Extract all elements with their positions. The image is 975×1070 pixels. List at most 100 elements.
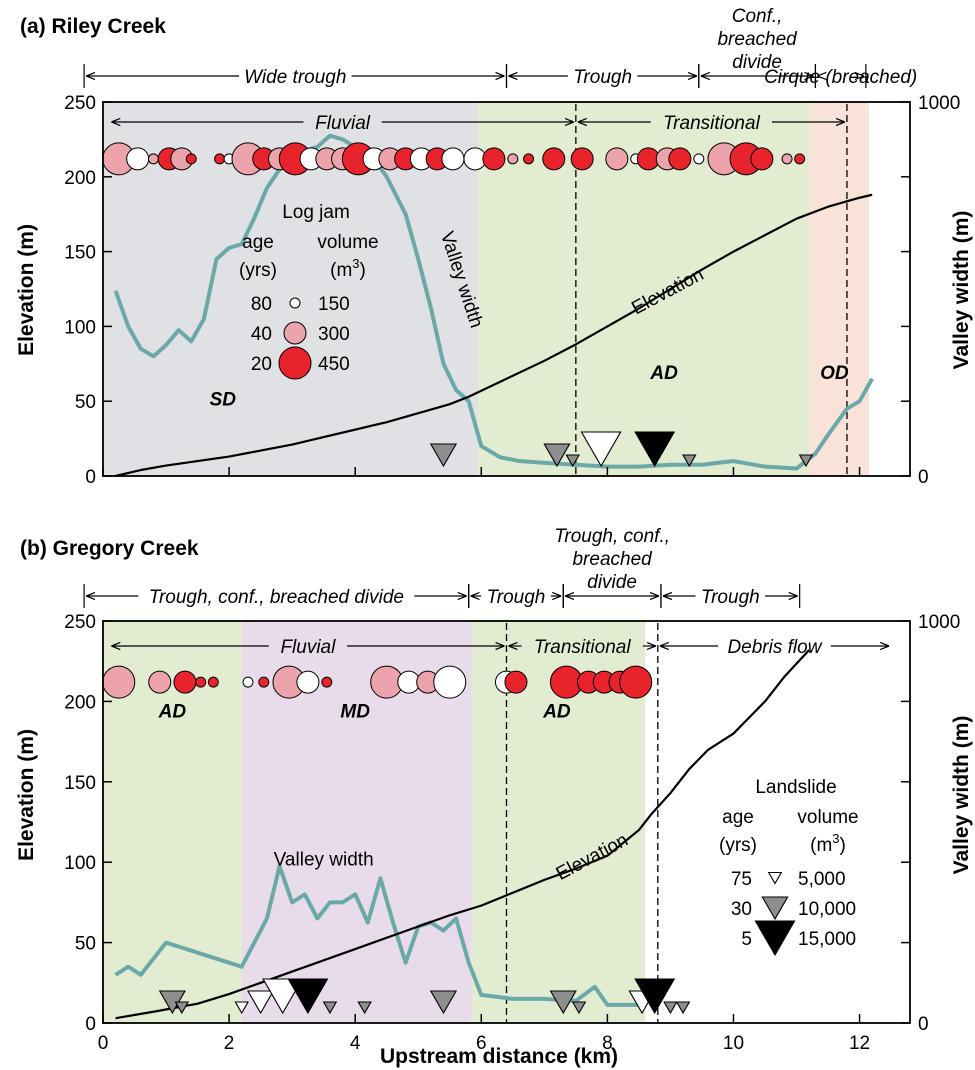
panel-a-y2-tick-label-0: 0 [918, 467, 929, 488]
panel-b-legend-age-0: 75 [731, 869, 752, 890]
panel-b-x-tick-label-2: 4 [350, 1033, 361, 1054]
panel-b-y-tick-label-5: 250 [64, 612, 96, 633]
panel-b-x-tick-label-3: 6 [476, 1033, 487, 1054]
panel-a-y-tick-label-2: 100 [64, 317, 96, 338]
panel-b-landslide-9 [549, 990, 577, 1015]
panel-b-landslide-3 [247, 990, 275, 1015]
panel-a-legend-volume-unit: (m3) [330, 256, 366, 281]
panel-a-log-jam-32 [668, 147, 692, 171]
panel-a-y-tick-label-3: 150 [64, 243, 96, 264]
panel-b-legend-age-header: age [722, 807, 754, 828]
panel-a-y-tick-label-4: 200 [64, 168, 96, 189]
panel-a-zone-label-2: OD [820, 363, 849, 384]
panel-a-landslide-4 [634, 431, 676, 468]
panel-b-x-tick-label-4: 8 [602, 1033, 613, 1054]
panel-a-zone-od-2 [809, 102, 870, 476]
panel-a-log-jam-1 [126, 147, 150, 171]
panel-b-landslide-5 [287, 978, 329, 1015]
panel-b-log-jam-1 [148, 670, 172, 694]
panel-a-zone-label-0: SD [210, 390, 237, 411]
panel-b-morph-label-2-1: breached [572, 549, 653, 570]
panel-b-legend-age-2: 5 [741, 929, 752, 950]
panel-b-log-jam-9 [321, 676, 333, 688]
x-axis-label: Upstream distance (km) [380, 1045, 618, 1068]
panel-b-y2-tick-label-1: 1000 [918, 612, 960, 633]
panel-b-log-jam-20 [619, 665, 653, 699]
panel-b-log-jam-0 [102, 665, 136, 699]
panel-a-landslide-1 [543, 443, 571, 468]
panel-a-log-jam-26 [542, 147, 566, 171]
panel-a-landslide-0 [429, 443, 458, 468]
panel-b-proc-label-1: Transitional [534, 637, 632, 658]
panel-b-legend-age-unit: (yrs) [719, 835, 757, 856]
panel-a-plot-frame [102, 101, 911, 477]
panel-b-landslide-4 [262, 978, 304, 1015]
panel-b-x-tick-label-5: 10 [723, 1033, 744, 1054]
panel-b-y-tick-label-1: 50 [75, 934, 96, 955]
panel-b-y-axis-label: Elevation (m) [15, 729, 38, 861]
panel-a-log-jam-33 [693, 153, 705, 165]
panel-a-morph-label-2-2: divide [732, 52, 782, 73]
panel-b-log-jam-8 [296, 670, 320, 694]
panel-b-zone-label-1: MD [340, 701, 370, 722]
panel-b-log-jam-4 [207, 676, 219, 688]
panel-b-log-jam-2 [173, 670, 197, 694]
panel-b-log-jam-3 [195, 676, 207, 688]
panel-b-legend-age-1: 30 [731, 899, 752, 920]
panel-a-y-tick-label-0: 0 [85, 467, 96, 488]
panel-b-zone-label-0: AD [158, 701, 187, 722]
panel-b-proc-label-2: Debris flow [727, 637, 822, 658]
panel-a-log-jam-5 [185, 153, 197, 165]
panel-a-y-tick-label-1: 50 [75, 392, 96, 413]
panel-a-legend-symbol-1 [283, 321, 307, 345]
panel-b-legend-volume-unit: (m3) [810, 831, 846, 856]
panel-b-legend-volume-1: 10,000 [798, 899, 856, 920]
panel-b-landslide-14 [675, 1001, 691, 1015]
panel-a-legend-symbol-2 [278, 346, 312, 380]
panel-b-log-jam-13 [433, 665, 467, 699]
panel-b-curve-label-1: Valley width [274, 849, 374, 870]
panel-a-legend-age-header: age [242, 232, 274, 253]
panel-b-legend-volume-0: 5,000 [798, 869, 846, 890]
panel-b-landslide-2 [234, 1001, 249, 1015]
panel-a-log-jam-2 [147, 153, 159, 165]
panel-b-landslide-6 [322, 1001, 338, 1015]
panel-b-morph-label-3: Trough [701, 587, 760, 608]
panel-b-y2-axis-label: Valley width (m) [950, 716, 973, 875]
panel-b-morph-label-1: Trough [487, 587, 546, 608]
panel-a-y-axis-label: Elevation (m) [15, 224, 38, 356]
panel-a-log-jam-25 [523, 153, 535, 165]
panel-b-legend-title: Landslide [755, 777, 836, 798]
panel-a-log-jam-28 [605, 147, 629, 171]
panel-b-landslide-1 [174, 1001, 190, 1015]
panel-a-log-jam-23 [482, 147, 506, 171]
panel-b-x-tick-label-1: 2 [224, 1033, 235, 1054]
panel-a-legend-volume-header: volume [317, 232, 378, 253]
panel-a-morph-label-2-1: breached [717, 29, 798, 50]
panel-a-log-jam-27 [570, 147, 594, 171]
panel-b-y2-tick-label-0: 0 [918, 1014, 929, 1035]
panel-a-morph-label-1: Trough [573, 67, 632, 88]
panel-b-log-jam-15 [504, 670, 528, 694]
panel-a-legend-age-0: 80 [251, 294, 272, 315]
panel-a-morph-label-2-0: Conf., [732, 6, 783, 27]
panel-b-x-tick-label-0: 0 [98, 1033, 109, 1054]
panel-a-proc-label-1: Transitional [663, 113, 761, 134]
panel-b-log-jam-6 [258, 676, 270, 688]
panel-a-morph-label-0: Wide trough [244, 67, 346, 88]
panel-a-valley-width-line [113, 133, 874, 471]
panel-b-zone-label-2: AD [542, 701, 571, 722]
panel-b-y-tick-label-2: 100 [64, 853, 96, 874]
panel-a-log-jam-24 [507, 153, 519, 165]
panel-b-landslide-8 [429, 990, 458, 1015]
panel-b-landslide-12 [634, 978, 676, 1015]
panel-a-legend-age-unit: (yrs) [239, 260, 277, 281]
panel-b-legend-symbol-0 [767, 871, 783, 885]
panel-a-title: (a) Riley Creek [20, 15, 166, 38]
panel-a-zone-label-1: AD [649, 363, 678, 384]
panel-b-elevation-line [115, 649, 810, 1020]
panel-a-morph-label-3: Cirque (breached) [764, 67, 917, 88]
panel-b-log-jam-5 [242, 676, 254, 688]
